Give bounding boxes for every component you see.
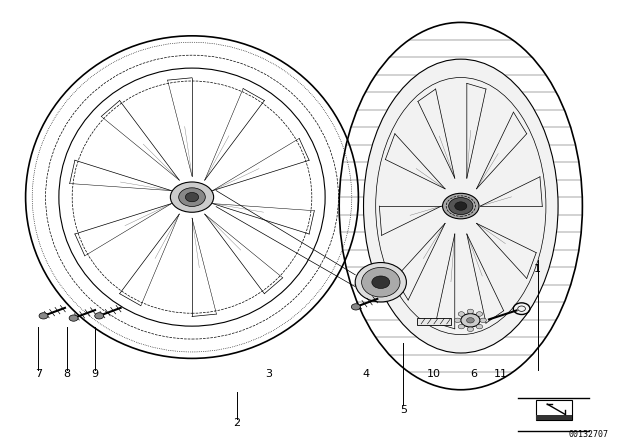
Ellipse shape	[364, 59, 558, 353]
Text: 3: 3	[266, 369, 272, 379]
Circle shape	[458, 312, 465, 316]
Circle shape	[454, 202, 467, 211]
Text: 00132707: 00132707	[569, 430, 609, 439]
Circle shape	[186, 193, 198, 202]
Circle shape	[458, 324, 465, 329]
Text: 11: 11	[493, 369, 508, 379]
Text: 10: 10	[427, 369, 441, 379]
Circle shape	[467, 318, 474, 323]
Circle shape	[476, 312, 483, 316]
Ellipse shape	[355, 263, 406, 302]
Circle shape	[454, 318, 461, 323]
Text: 4: 4	[362, 369, 370, 379]
Text: 1: 1	[534, 264, 541, 274]
Circle shape	[351, 304, 360, 310]
Bar	[536, 415, 572, 420]
FancyBboxPatch shape	[417, 318, 451, 325]
Circle shape	[95, 313, 104, 319]
Circle shape	[170, 182, 214, 212]
Circle shape	[443, 194, 479, 219]
Circle shape	[39, 313, 48, 319]
Circle shape	[476, 324, 483, 329]
Circle shape	[467, 309, 474, 314]
Bar	[536, 400, 572, 420]
Text: 8: 8	[63, 369, 71, 379]
Text: 9: 9	[91, 369, 99, 379]
Circle shape	[461, 314, 480, 327]
Circle shape	[69, 315, 78, 321]
Ellipse shape	[362, 267, 400, 297]
Circle shape	[179, 188, 205, 207]
Circle shape	[480, 318, 486, 323]
Text: 5: 5	[400, 405, 406, 415]
Text: 7: 7	[35, 369, 42, 379]
Circle shape	[449, 198, 473, 215]
Text: 6: 6	[470, 369, 477, 379]
Text: 2: 2	[233, 418, 241, 428]
Circle shape	[467, 327, 474, 332]
Circle shape	[372, 276, 390, 289]
